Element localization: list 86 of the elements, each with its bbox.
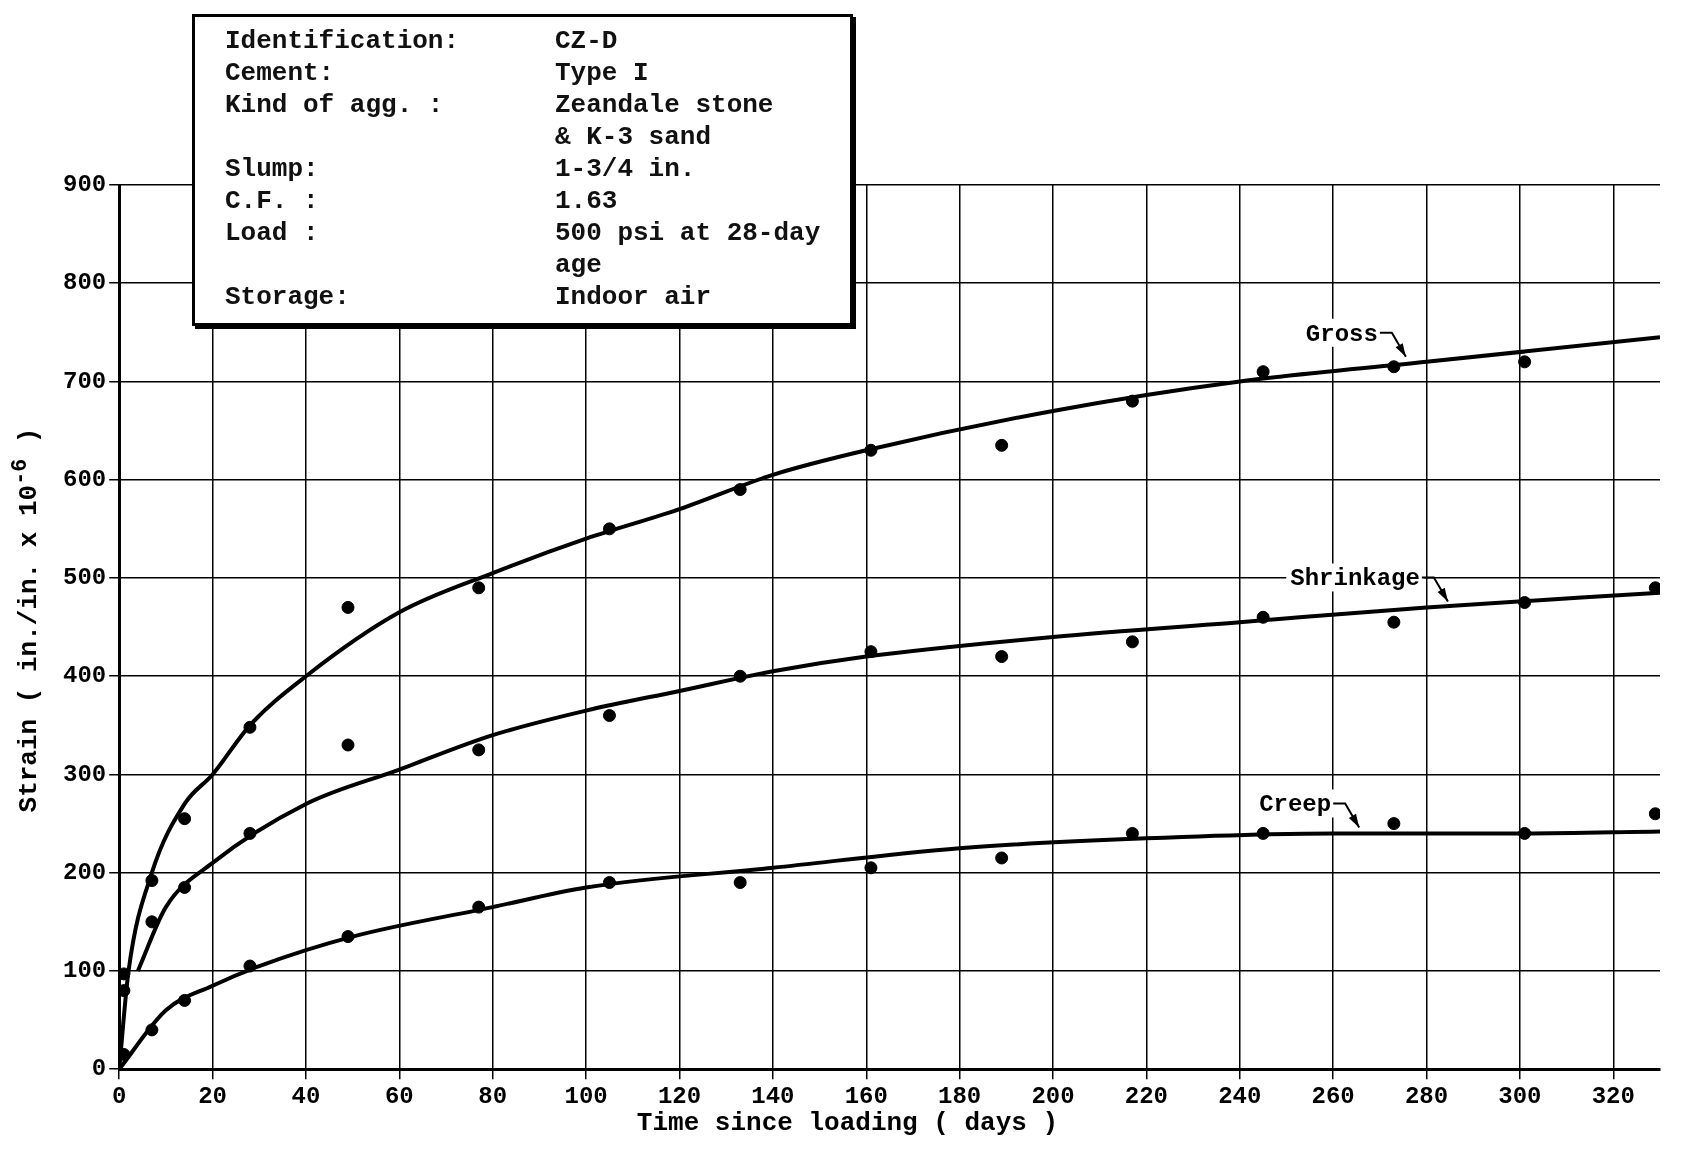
point [472,900,486,914]
point [1125,635,1139,649]
point [341,738,355,752]
point [1387,360,1401,374]
point [1256,610,1270,624]
point [119,967,131,981]
point [145,915,159,929]
x-tick-label: 0 [112,1082,127,1110]
y-tick-label: 300 [62,760,107,788]
x-tick-label: 240 [1218,1082,1262,1110]
point [602,876,616,890]
text: Identification: [225,25,461,57]
x-tick-label: 260 [1311,1082,1355,1110]
annotation: 1.63 [555,185,619,217]
point [1518,826,1532,840]
point [1387,615,1401,629]
x-tick-label: 180 [938,1082,982,1110]
x-tick-label: 200 [1031,1082,1075,1110]
text: Kind of agg. : [225,89,445,122]
text: 1-3/4 in. [555,153,697,185]
point [864,645,878,659]
point [472,743,486,757]
y-tick-label: 200 [62,858,107,886]
x-tick-label: 80 [478,1082,508,1110]
y-tick-label: 800 [62,269,107,297]
text: Zeandale stone & K-3 sand [555,89,775,153]
point [995,851,1009,865]
point [733,483,747,497]
point [178,993,192,1007]
point [145,1023,159,1037]
y-tick-label: 700 [62,367,107,395]
point [341,600,355,614]
x-tick-label: 220 [1124,1082,1169,1110]
point [243,826,257,840]
y-tick-label: 100 [62,957,107,984]
x-tick-label: 100 [564,1082,608,1110]
x-tick-label: 120 [657,1082,702,1110]
text: CZ-D [555,25,619,57]
point [1648,807,1660,821]
annotation: Shrinkage [1290,565,1420,593]
point [995,650,1009,664]
annotation: Creep [1259,791,1332,819]
point [1518,596,1532,610]
point [733,876,747,890]
annotation: Gross [1305,320,1378,348]
point [243,959,257,973]
y-tick-label: 500 [62,564,107,592]
y-tick-label: 400 [62,662,107,690]
text: Type I [555,57,650,89]
point [1256,826,1270,840]
annotation: Storage: [225,281,351,313]
point [243,720,257,734]
point [341,930,355,944]
x-tick-label: 320 [1591,1082,1635,1110]
x-tick-label: 160 [844,1082,888,1110]
point [602,709,616,723]
point [472,581,486,595]
point [864,861,878,875]
x-tick-label: 60 [384,1082,414,1110]
point [178,880,192,894]
x-tick-label: 40 [291,1082,321,1110]
annotation: Load : [225,217,320,250]
point [995,438,1009,452]
point [119,984,131,998]
x-axis-title: Time since loading ( days ) [635,1108,1060,1138]
x-tick-label: 20 [198,1082,227,1110]
point [1387,817,1401,831]
point [733,669,747,683]
y-tick-label: 0 [91,1055,107,1083]
point [1256,365,1270,379]
point [1125,394,1139,408]
annotation: 500 psi at 28-day age [555,217,821,281]
x-tick-label: 300 [1498,1082,1542,1110]
text: Slump: [225,153,320,185]
annotation: Indoor air [555,281,713,313]
text: Cement: [225,57,336,89]
x-tick-label: 280 [1404,1082,1449,1110]
y-tick-label: 600 [62,465,107,493]
annotation: C.F. : [225,185,320,217]
point [178,812,192,826]
point [864,443,878,457]
point [602,522,616,536]
y-tick-label: 900 [62,171,107,199]
point [1518,355,1532,369]
x-tick-label: 140 [751,1082,795,1110]
point [145,874,159,888]
